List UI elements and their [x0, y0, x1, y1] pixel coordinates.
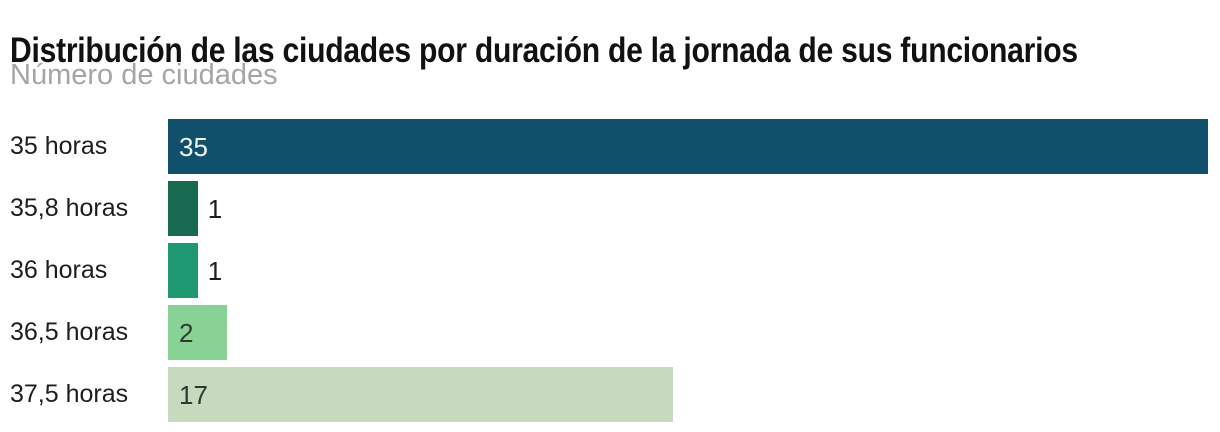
bar-track: 1 [168, 243, 1220, 298]
category-label: 37,5 horas [10, 380, 129, 408]
chart-row: 37,5 horas 17 [0, 367, 1220, 422]
bar-track: 2 [168, 305, 1220, 360]
chart-row: 36 horas 1 [0, 243, 1220, 298]
bar-track: 35 [168, 119, 1220, 174]
value-label: 1 [207, 255, 223, 286]
chart-row: 36,5 horas 2 [0, 305, 1220, 360]
category-label: 35,8 horas [10, 194, 129, 222]
value-label: 1 [207, 193, 223, 224]
bar: 35 [168, 119, 1208, 174]
category-label: 36 horas [10, 256, 108, 284]
bar-chart: 35 horas 35 35,8 horas 1 36 horas 1 36,5 horas… [0, 119, 1220, 429]
bar: 17 [168, 367, 674, 422]
chart-subtitle: Número de ciudades [10, 59, 278, 91]
value-label: 17 [179, 379, 208, 410]
category-label: 36,5 horas [10, 318, 129, 346]
bar [168, 181, 198, 236]
bar [168, 243, 198, 298]
bar-track: 1 [168, 181, 1220, 236]
category-label: 35 horas [10, 132, 108, 160]
bar-track: 17 [168, 367, 1220, 422]
chart-row: 35,8 horas 1 [0, 181, 1220, 236]
value-label: 2 [179, 317, 194, 348]
value-label: 35 [179, 131, 208, 162]
chart-title: Distribución de las ciudades por duració… [10, 31, 1078, 71]
chart-row: 35 horas 35 [0, 119, 1220, 174]
bar: 2 [168, 305, 228, 360]
